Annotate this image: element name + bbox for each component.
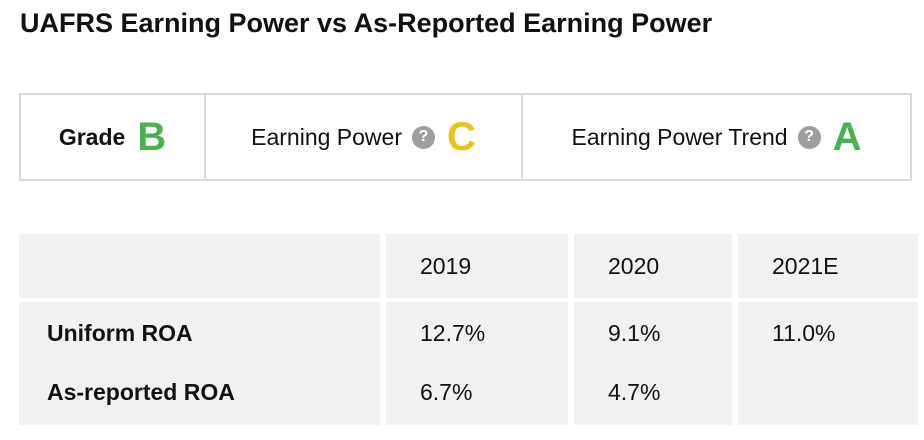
table-header-row: 2019 2020 2021E bbox=[19, 234, 918, 298]
grade-summary-box: Grade B Earning Power ? C Earning Power … bbox=[19, 93, 912, 181]
earning-power-trend-label: Earning Power Trend bbox=[571, 123, 788, 150]
table-cell: 11.0% bbox=[738, 302, 918, 365]
earning-power-grade-letter: C bbox=[446, 115, 476, 159]
overall-grade-letter: B bbox=[137, 115, 167, 159]
earning-power-trend-grade-letter: A bbox=[832, 115, 862, 159]
table-cell: 12.7% bbox=[386, 302, 568, 365]
help-icon[interactable]: ? bbox=[797, 125, 821, 149]
earning-power-cell: Earning Power ? C bbox=[204, 95, 521, 179]
earning-power-trend-cell: Earning Power Trend ? A bbox=[521, 95, 910, 179]
table-row: As-reported ROA 6.7% 4.7% bbox=[19, 365, 918, 425]
table-cell bbox=[738, 365, 918, 425]
row-label: As-reported ROA bbox=[19, 365, 380, 425]
overall-grade-label: Grade bbox=[58, 123, 126, 150]
column-header: 2020 bbox=[574, 234, 732, 298]
table-cell: 6.7% bbox=[386, 365, 568, 425]
page-title: UAFRS Earning Power vs As-Reported Earni… bbox=[20, 8, 713, 38]
column-header: 2021E bbox=[738, 234, 918, 298]
overall-grade-cell: Grade B bbox=[21, 95, 204, 179]
help-icon[interactable]: ? bbox=[411, 125, 435, 149]
earning-power-label: Earning Power bbox=[251, 123, 402, 150]
table-row: Uniform ROA 12.7% 9.1% 11.0% bbox=[19, 302, 918, 365]
header-blank-cell bbox=[19, 234, 380, 298]
table-cell: 4.7% bbox=[574, 365, 732, 425]
column-header: 2019 bbox=[386, 234, 568, 298]
row-label: Uniform ROA bbox=[19, 302, 380, 365]
roa-table: 2019 2020 2021E Uniform ROA 12.7% 9.1% 1… bbox=[13, 234, 924, 425]
table-cell: 9.1% bbox=[574, 302, 732, 365]
